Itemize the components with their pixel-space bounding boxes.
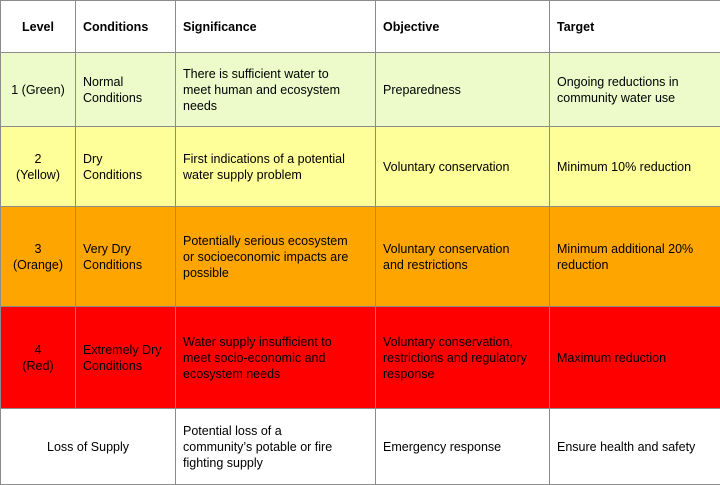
objective-cell: Voluntary conservation,restrictions and …	[376, 307, 550, 409]
target-cell: Minimum additional 20%reduction	[550, 207, 720, 307]
level-cell: 4(Red)	[1, 307, 76, 409]
objective-cell: Emergency response	[376, 409, 550, 485]
target-cell: Maximum reduction	[550, 307, 720, 409]
table-header-row: Level Conditions Significance Objective …	[1, 1, 720, 53]
header-conditions: Conditions	[76, 1, 176, 53]
objective-cell: Preparedness	[376, 53, 550, 127]
level-cell: 3(Orange)	[1, 207, 76, 307]
target-cell: Minimum 10% reduction	[550, 127, 720, 207]
header-objective: Objective	[376, 1, 550, 53]
level-conditions-cell: Loss of Supply	[1, 409, 176, 485]
header-level: Level	[1, 1, 76, 53]
level-cell: 1 (Green)	[1, 53, 76, 127]
objective-cell: Voluntary conservation	[376, 127, 550, 207]
target-cell: Ensure health and safety	[550, 409, 720, 485]
header-target: Target	[550, 1, 720, 53]
header-significance: Significance	[176, 1, 376, 53]
level-cell: 2(Yellow)	[1, 127, 76, 207]
